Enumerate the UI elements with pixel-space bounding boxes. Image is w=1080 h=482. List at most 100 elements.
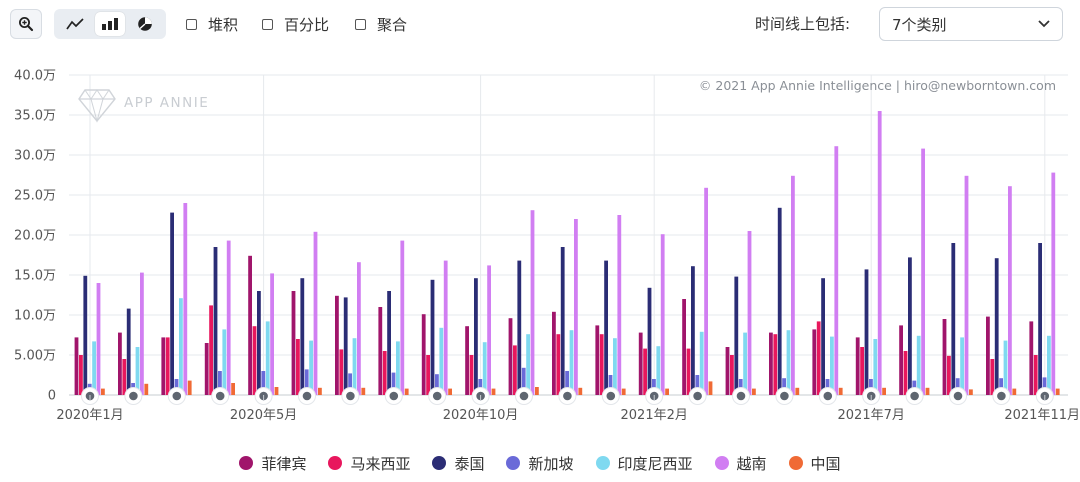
bar[interactable]	[213, 247, 218, 395]
bar[interactable]	[335, 295, 339, 395]
bar[interactable]	[947, 355, 951, 395]
bar[interactable]	[708, 381, 713, 395]
bar[interactable]	[165, 337, 170, 395]
bar[interactable]	[908, 257, 912, 395]
bar[interactable]	[92, 341, 96, 395]
bar[interactable]	[916, 335, 921, 395]
bar[interactable]	[218, 371, 222, 395]
bar[interactable]	[517, 260, 522, 395]
legend-item[interactable]: 越南	[714, 453, 767, 474]
bar[interactable]	[521, 367, 526, 395]
bar[interactable]	[400, 240, 405, 395]
bar[interactable]	[448, 388, 452, 395]
bar[interactable]	[925, 387, 930, 395]
bar[interactable]	[274, 387, 279, 395]
bar[interactable]	[769, 332, 773, 395]
bar[interactable]	[638, 332, 643, 395]
bar[interactable]	[569, 330, 574, 395]
percent-checkbox[interactable]	[262, 18, 273, 30]
bar[interactable]	[231, 383, 235, 395]
bar[interactable]	[725, 347, 730, 395]
bar[interactable]	[270, 273, 274, 395]
bar[interactable]	[617, 215, 622, 395]
bar[interactable]	[838, 387, 843, 395]
aggregate-option[interactable]: 聚合	[355, 13, 407, 35]
bar[interactable]	[474, 278, 478, 395]
bar[interactable]	[469, 355, 474, 395]
bar[interactable]	[1012, 388, 1017, 395]
bar[interactable]	[435, 374, 439, 395]
bar[interactable]	[508, 318, 513, 395]
bar[interactable]	[565, 371, 569, 395]
bar[interactable]	[222, 329, 227, 395]
bar[interactable]	[343, 297, 348, 395]
zoom-in-button[interactable]	[10, 9, 42, 39]
bar[interactable]	[969, 389, 973, 395]
legend-item[interactable]: 泰国	[432, 453, 484, 474]
bar-chart-button[interactable]	[94, 12, 125, 36]
legend-item[interactable]: 中国	[788, 453, 841, 474]
bar[interactable]	[860, 347, 864, 395]
bar[interactable]	[79, 355, 83, 395]
bar[interactable]	[357, 262, 361, 395]
bar[interactable]	[777, 207, 782, 395]
legend-item[interactable]: 菲律宾	[239, 453, 306, 474]
bar[interactable]	[604, 260, 608, 395]
bar[interactable]	[752, 388, 756, 395]
bar[interactable]	[257, 291, 261, 395]
bar[interactable]	[830, 336, 834, 395]
bar[interactable]	[782, 378, 786, 395]
bar[interactable]	[526, 334, 530, 395]
bar[interactable]	[1055, 388, 1060, 395]
bar[interactable]	[339, 349, 344, 395]
bar[interactable]	[747, 231, 752, 395]
bar[interactable]	[1029, 321, 1034, 395]
bar[interactable]	[691, 266, 695, 395]
bar[interactable]	[999, 378, 1003, 395]
bar[interactable]	[599, 334, 604, 395]
pie-chart-button[interactable]	[130, 12, 160, 36]
bar[interactable]	[313, 231, 318, 395]
bar[interactable]	[465, 326, 469, 395]
bar[interactable]	[83, 275, 88, 395]
bar[interactable]	[513, 345, 517, 395]
bar[interactable]	[699, 331, 704, 395]
bar[interactable]	[816, 321, 821, 395]
bar[interactable]	[391, 372, 396, 395]
bar[interactable]	[686, 348, 691, 395]
bar[interactable]	[869, 379, 873, 395]
bar[interactable]	[552, 311, 556, 395]
bar[interactable]	[921, 148, 925, 395]
bar[interactable]	[382, 351, 387, 395]
bar[interactable]	[348, 373, 352, 395]
category-select[interactable]: 7个类别	[879, 7, 1063, 41]
bar[interactable]	[855, 337, 860, 395]
bar[interactable]	[421, 314, 426, 395]
bar[interactable]	[248, 255, 252, 395]
bar[interactable]	[574, 219, 578, 395]
bar[interactable]	[491, 388, 496, 395]
bar[interactable]	[1033, 355, 1038, 395]
bar[interactable]	[695, 375, 700, 395]
bar[interactable]	[179, 298, 183, 395]
bar[interactable]	[834, 146, 839, 395]
bar[interactable]	[304, 369, 309, 395]
bar[interactable]	[882, 387, 886, 395]
bar[interactable]	[96, 283, 101, 395]
bar[interactable]	[960, 337, 964, 395]
percent-option[interactable]: 百分比	[262, 13, 329, 35]
legend-item[interactable]: 印度尼西亚	[595, 453, 693, 474]
bar[interactable]	[773, 334, 778, 395]
bar[interactable]	[1003, 340, 1008, 395]
aggregate-checkbox[interactable]	[355, 18, 366, 30]
bar[interactable]	[578, 387, 583, 395]
bar[interactable]	[738, 379, 743, 395]
legend-item[interactable]: 马来西亚	[328, 453, 410, 474]
bar[interactable]	[821, 278, 825, 395]
bar[interactable]	[986, 316, 990, 395]
stack-option[interactable]: 堆积	[186, 13, 238, 35]
bar[interactable]	[704, 187, 708, 395]
bar[interactable]	[118, 332, 122, 395]
bar[interactable]	[530, 210, 535, 395]
bar[interactable]	[994, 258, 999, 395]
